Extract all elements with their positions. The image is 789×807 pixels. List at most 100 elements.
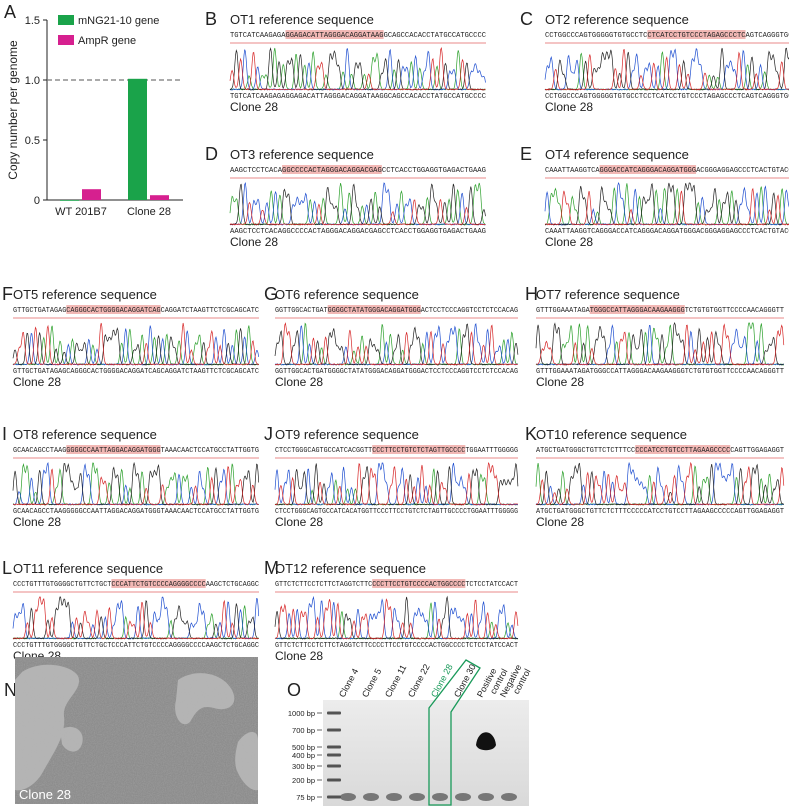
sequence-part: TAAACAACTCCATGCCTATTGGTG [161,447,259,455]
lane-label-line: Clone 4 [337,667,360,699]
sequence-part: ACGGGAGGAGCCCTCACTGTACCCA [696,167,789,175]
read-sequence: CAAATTAAGGTCAGGGACCATCAGGGACAGGATGGGACGG… [545,228,789,236]
legend-label: mNG21-10 gene [78,15,159,27]
sequence-part: CCCTGTTTGTGGGGCTGTTCTGCT [13,581,111,589]
ladder-band [327,795,341,799]
sequence-part: TCTCCTATCCACT [465,581,518,589]
sample-label: Clone 28 [536,375,584,389]
read-sequence: TGTCATCAAGAGAGGAGACATTAGGGACAGGATAAGGCAG… [230,93,486,101]
y-tick-label: 0.5 [25,135,40,147]
target-highlight [282,165,382,174]
product-band [476,732,496,751]
primer-band [478,793,494,801]
bar [82,189,101,200]
panel-letter: M [264,558,279,578]
primer-band [432,793,448,801]
chromatogram-trace [274,323,519,366]
sequence-part: TGGGCCATTAGGGACAAGAAGGG [590,307,685,315]
panel-letter: F [2,284,13,304]
reference-sequence: CCCTGTTTGTGGGGCTGTTCTGCTCCCATTCTGTCCCCAG… [13,581,259,589]
ladder-label: 75 bp [296,793,315,802]
sample-label: Clone 28 [536,515,584,529]
target-highlight [372,445,466,454]
y-axis-label: Copy number per genome [6,40,20,180]
sequence-part: CCCTTCCTGTCTCTAGTTGCCCC [372,447,465,455]
target-highlight [111,579,206,588]
chromatogram-trace [535,463,785,506]
bar [150,195,169,200]
sample-label: Clone 28 [230,235,278,249]
reference-sequence: TGTCATCAAGAGAGGAGACATTAGGGACAGGATAAG GCAG… [230,32,486,40]
chromatogram-trace [274,462,519,506]
sequence-part: CCTCACCTGGAGGTGAGACTGAAG [382,167,486,175]
sequence-part: CAGGGCACTGGGGACAGGATCAG [66,307,160,315]
chromatogram-trace [544,48,789,91]
sequence-part: CCCTTCCTGTCCCCACTGGCCCC [372,581,465,589]
x-tick-label: Clone 28 [127,206,171,218]
chromatogram-trace [274,595,518,640]
chromatogram-trace [12,461,259,506]
sample-label: Clone 28 [13,515,61,529]
primer-band [501,793,517,801]
lane-label: Clone 5 [360,667,383,699]
panel-title: OT5 reference sequence [13,287,157,302]
primer-band [363,793,379,801]
y-tick-label: 0 [34,195,40,207]
chromatogram-trace [229,46,486,91]
bar [60,200,79,201]
lane-label: Clone 22 [406,662,432,699]
reference-sequence: GTTCTCTTCCTCTTCTAGGTCTTCCCCTTCCTGTCCCCAC… [275,581,518,589]
sample-label: Clone 28 [230,100,278,114]
legend-swatch [58,35,74,45]
chromatogram-trace [274,462,519,506]
chromatogram-trace [274,602,519,640]
chromatogram-trace [12,327,259,366]
panel-letter: G [264,284,278,304]
ladder-label: 300 bp [292,762,315,771]
y-tick-label: 1.0 [25,75,40,87]
panel-letter: B [205,9,217,29]
panel-title: OT11 reference sequence [13,561,163,576]
ladder-label: 500 bp [292,743,315,752]
lane-label: Clone 11 [383,663,408,699]
target-highlight [589,305,685,314]
sequence-part: ACTCCTCCCAGGTCCTCTCCACAG [421,307,518,315]
panel-title: OT2 reference sequence [545,12,689,27]
panel-letter: D [205,144,218,164]
reference-sequence: CCTGGCCCAGTGGGGGTGTGCCTC CTCATCCTGTCCCTAG… [545,32,789,40]
chromatogram-trace [544,48,789,91]
chromatogram-trace [229,48,486,91]
ladder-label: 200 bp [292,776,315,785]
panel-letter: A [4,2,16,22]
sequence-part: AAGCTCTGCAGGC [206,581,259,589]
sequence-part: CCCATTCTGTCCCCAGGGGCCCC [111,581,205,589]
ladder-label: 1000 bp [288,709,315,718]
panel-letter: I [2,424,7,444]
sequence-part: GGAGACATTAGGGACAGGATAAG [285,32,383,40]
target-highlight [635,445,731,454]
sequence-part: TGGAATTTGGGGG [465,447,518,455]
ladder-band [327,745,341,749]
sequence-part: ATGCTGATGGGCTGTTCTCTTTCC [536,447,635,455]
panel-title: OT1 reference sequence [230,12,374,27]
read-sequence: GTTGCTGATAGAGCAGGGCACTGGGGACAGGATCAGCAGG… [13,368,259,376]
primer-band [386,793,402,801]
chromatogram-trace [274,323,519,366]
sequence-part: TCTGTGTGGTTCCCCAACAGGGTT [685,307,784,315]
reference-sequence: ATGCTGATGGGCTGTTCTCTTTCCCCCATCCTGTCCTTAG… [536,447,784,455]
panel-letter: J [264,424,273,444]
y-tick-label: 1.5 [25,15,40,27]
chromatogram-trace [274,322,518,366]
reference-sequence: GTTTGGAAATAGATGGGCCATTAGGGACAAGAAGGGTCTG… [536,307,784,315]
micrograph-texture [15,657,258,804]
reference-sequence: CTCCTGGGCAGTGCCATCACGGTTCCCTTCCTGTCTCTAG… [275,447,518,455]
chromatogram-trace [535,462,785,506]
panel-letter: C [520,9,533,29]
chromatogram-trace [544,187,789,226]
target-highlight [66,305,161,314]
reference-sequence: CAAATTAAGGTCAGGGACCATCAGGGACAGGATGGGACGG… [545,167,789,175]
read-sequence: CTCCTGGGCAGTGCCATCACATGGTTCCCTTCCTGTCTCT… [275,508,518,516]
sequence-part: CCCATCCTGTCCTTAGAAGCCCC [635,447,730,455]
panel-title: OT6 reference sequence [275,287,419,302]
sample-label: Clone 28 [275,649,323,663]
